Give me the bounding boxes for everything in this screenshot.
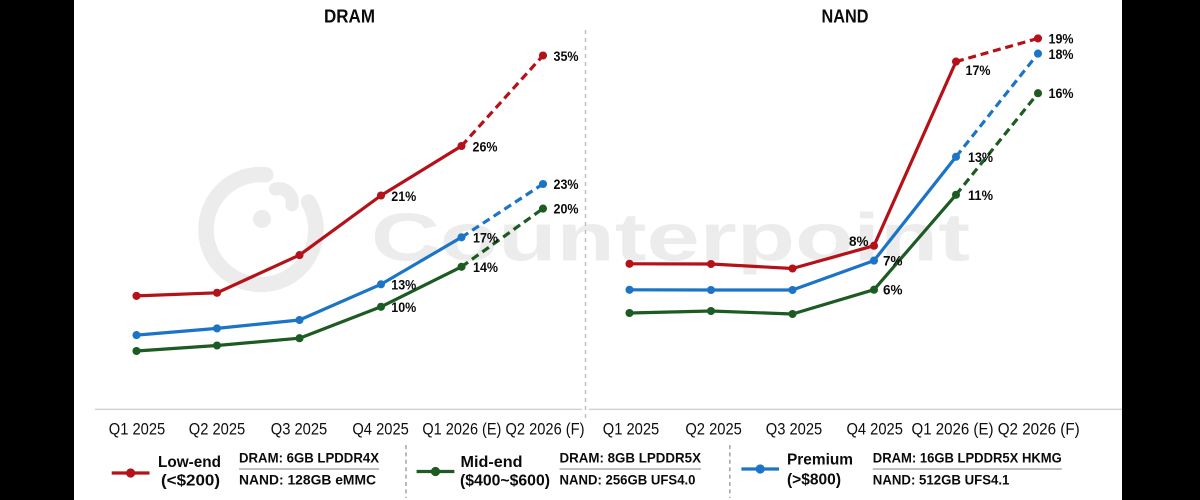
svg-text:21%: 21%	[391, 188, 416, 204]
svg-text:Q4 2025: Q4 2025	[846, 420, 903, 439]
svg-text:Q1 2026 (E): Q1 2026 (E)	[422, 420, 501, 439]
svg-text:DRAM: DRAM	[324, 6, 375, 27]
svg-text:6%: 6%	[883, 282, 903, 298]
svg-text:26%: 26%	[473, 139, 498, 155]
svg-text:NAND: 128GB eMMC: NAND: 128GB eMMC	[239, 471, 376, 487]
svg-text:($400~$600): ($400~$600)	[460, 473, 550, 490]
svg-text:Q1 2026 (E): Q1 2026 (E)	[912, 420, 994, 439]
svg-text:16%: 16%	[1049, 85, 1074, 101]
svg-text:Q3 2025: Q3 2025	[271, 420, 328, 439]
svg-text:Q2 2026 (F): Q2 2026 (F)	[998, 420, 1080, 439]
svg-text:19%: 19%	[1049, 31, 1074, 47]
svg-text:Q2 2026 (F): Q2 2026 (F)	[506, 420, 585, 439]
svg-text:13%: 13%	[391, 277, 416, 293]
svg-text:Q4 2025: Q4 2025	[352, 420, 409, 439]
svg-text:Mid-end: Mid-end	[461, 454, 523, 471]
svg-text:DRAM: 8GB LPDDR5X: DRAM: 8GB LPDDR5X	[560, 449, 702, 465]
svg-text:Q1 2025: Q1 2025	[603, 420, 660, 439]
svg-text:Low-end: Low-end	[158, 454, 221, 471]
svg-text:Premium: Premium	[787, 452, 853, 469]
svg-text:7%: 7%	[883, 253, 903, 269]
svg-text:NAND: 512GB UFS4.1: NAND: 512GB UFS4.1	[873, 471, 1010, 487]
svg-text:10%: 10%	[391, 299, 416, 315]
svg-text:Q2 2025: Q2 2025	[685, 420, 742, 439]
svg-text:20%: 20%	[554, 201, 579, 217]
svg-text:DRAM: 6GB LPDDR4X: DRAM: 6GB LPDDR4X	[239, 449, 380, 465]
svg-text:Q2 2025: Q2 2025	[189, 420, 246, 439]
svg-text:(>$800): (>$800)	[787, 472, 841, 489]
svg-text:Q1 2025: Q1 2025	[109, 420, 166, 439]
svg-text:13%: 13%	[968, 149, 993, 165]
svg-text:17%: 17%	[473, 229, 498, 245]
svg-text:DRAM: 16GB LPDDR5X HKMG: DRAM: 16GB LPDDR5X HKMG	[873, 449, 1062, 465]
svg-text:23%: 23%	[554, 176, 579, 192]
svg-text:18%: 18%	[1049, 46, 1074, 62]
svg-text:NAND: 256GB UFS4.0: NAND: 256GB UFS4.0	[560, 471, 696, 487]
svg-text:14%: 14%	[473, 259, 498, 275]
svg-text:35%: 35%	[554, 48, 579, 64]
svg-text:11%: 11%	[968, 187, 994, 203]
svg-text:(<$200): (<$200)	[161, 473, 220, 490]
svg-text:8%: 8%	[849, 233, 869, 249]
svg-text:17%: 17%	[966, 62, 991, 78]
svg-text:Q3 2025: Q3 2025	[766, 420, 823, 439]
svg-text:NAND: NAND	[822, 6, 869, 27]
